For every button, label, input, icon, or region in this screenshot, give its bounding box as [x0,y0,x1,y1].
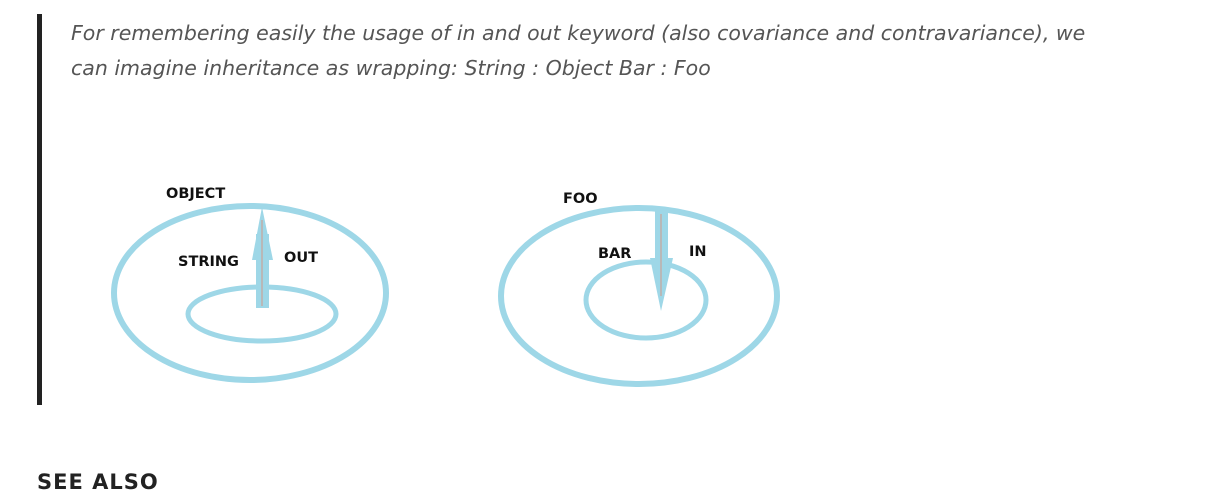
bar-label: BAR [598,246,631,262]
string-label: STRING [178,254,239,270]
foo-outer-ring [498,205,780,387]
blockquote-text: For remembering easily the usage of in a… [71,21,1086,80]
inheritance-diagram: OBJECT STRING OUT FOO BAR IN [111,186,780,387]
out-arrow-up-icon [252,207,273,308]
object-label: OBJECT [166,186,225,202]
see-also-heading: SEE ALSO [37,470,159,494]
bar-inner-ring [583,259,709,341]
in-label: IN [689,244,707,260]
diagram-left: OBJECT STRING OUT [111,186,389,383]
object-outer-ring [111,203,389,383]
out-label: OUT [284,250,318,266]
blockquote-border [37,14,42,405]
diagram-right: FOO BAR IN [498,191,780,387]
foo-label: FOO [563,191,598,207]
in-arrow-down-icon [650,208,673,311]
